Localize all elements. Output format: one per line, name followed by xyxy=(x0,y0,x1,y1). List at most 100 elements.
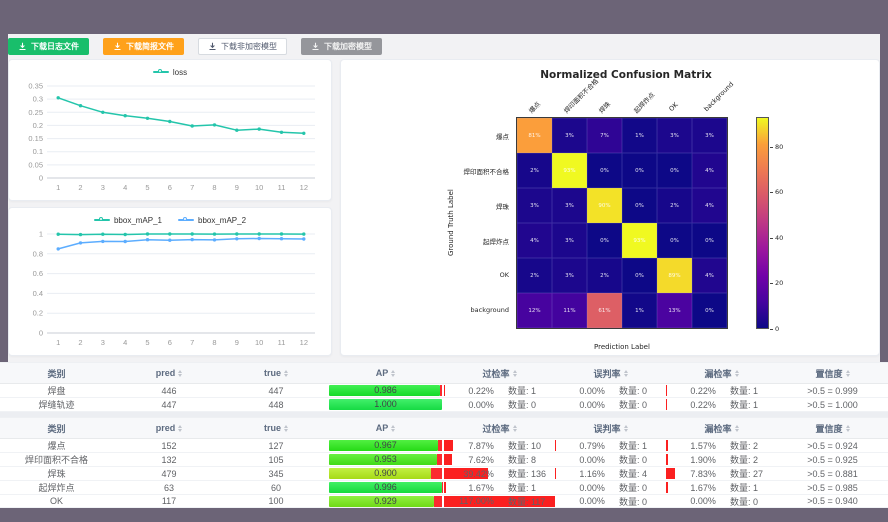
rate-cell: 0.00% 数量: 0 xyxy=(690,496,758,507)
class-metrics-table: 类别 pred true AP 过检率 误判率 漏检率 置信度 爆点 152 127 0.96… xyxy=(0,417,888,508)
matrix-cell: 4% xyxy=(692,188,727,223)
download-encrypted-model-button[interactable]: 下载加密模型 xyxy=(301,38,382,55)
ap-cell: 0.929 xyxy=(327,494,444,508)
column-header[interactable]: 误判率 xyxy=(555,417,666,439)
over-detection-cell: 7.87% 数量: 10 xyxy=(444,438,555,453)
column-header[interactable]: 置信度 xyxy=(777,417,888,439)
sort-icon[interactable] xyxy=(178,369,183,377)
legend-item-loss[interactable]: loss xyxy=(152,67,188,77)
matrix-cell: 4% xyxy=(692,153,727,188)
column-header[interactable]: 过检率 xyxy=(444,417,555,439)
sort-icon[interactable] xyxy=(284,424,288,432)
sort-icon[interactable] xyxy=(623,369,628,377)
misjudge-cell: 0.00% 数量: 0 xyxy=(555,397,666,412)
column-header[interactable]: 置信度 xyxy=(777,362,888,384)
svg-text:0.2: 0.2 xyxy=(33,309,43,318)
column-header-label: pred xyxy=(155,423,176,433)
svg-text:11: 11 xyxy=(278,338,286,347)
sort-icon[interactable] xyxy=(623,424,628,432)
sort-icon[interactable] xyxy=(178,424,183,432)
svg-text:0.15: 0.15 xyxy=(28,134,43,143)
rate-cell: 1.16% 数量: 4 xyxy=(555,468,666,479)
rate-cell: 0.00% 数量: 0 xyxy=(579,399,647,411)
column-header[interactable]: 漏检率 xyxy=(666,362,777,384)
svg-text:7: 7 xyxy=(190,338,194,347)
svg-text:0.1: 0.1 xyxy=(33,147,43,156)
table-row: 焊珠 479 345 0.900 39.42% 数量: 136 1.16% 数量: … xyxy=(0,466,888,481)
rate-cell: 1.57% 数量: 2 xyxy=(666,440,777,451)
toolbar: 下载日志文件 下载简报文件 下载非加密模型 下载加密模型 xyxy=(8,38,880,59)
column-header[interactable]: 漏检率 xyxy=(666,417,777,439)
legend-label: loss xyxy=(172,67,188,77)
column-header[interactable]: 过检率 xyxy=(444,362,555,384)
matrix-cell: 0% xyxy=(692,293,727,328)
sort-icon[interactable] xyxy=(512,369,517,377)
column-header[interactable]: pred xyxy=(113,362,225,384)
sort-icon[interactable] xyxy=(734,369,739,377)
matrix-row-label: background xyxy=(470,306,509,314)
confidence-cell: >0.5 = 0.985 xyxy=(777,480,888,495)
matrix-cell: 3% xyxy=(692,118,727,153)
over-detection-cell: 0.00% 数量: 0 xyxy=(444,397,555,412)
download-log-button[interactable]: 下载日志文件 xyxy=(8,38,89,55)
matrix-cell: 3% xyxy=(552,223,587,258)
table-row: 焊盘 446 447 0.986 0.22% 数量: 1 0.00% 数量: 0 0… xyxy=(0,383,888,398)
download-plain-model-button[interactable]: 下载非加密模型 xyxy=(198,38,287,55)
download-icon xyxy=(19,42,26,51)
ap-cell: 0.953 xyxy=(327,452,444,467)
metrics-tables-section: 类别 pred true AP 过检率 误判率 漏检率 置信度 焊盘 446 447 0.98… xyxy=(0,362,888,508)
matrix-cell: 2% xyxy=(517,258,552,293)
column-header[interactable]: 误判率 xyxy=(555,362,666,384)
sort-icon[interactable] xyxy=(512,424,517,432)
colorbar-tick-mark xyxy=(770,237,773,239)
column-header[interactable]: AP xyxy=(327,417,444,439)
column-header[interactable]: AP xyxy=(327,362,444,384)
confusion-matrix-title: Normalized Confusion Matrix xyxy=(540,69,712,81)
table-row: 焊缝轨迹 447 448 1.000 0.00% 数量: 0 0.00% 数量: 0… xyxy=(0,397,888,412)
column-header-label: 漏检率 xyxy=(704,423,732,434)
column-header-label: 置信度 xyxy=(815,423,843,434)
sort-icon[interactable] xyxy=(845,424,850,432)
download-report-button[interactable]: 下载简报文件 xyxy=(103,38,184,55)
matrix-cell: 0% xyxy=(587,153,622,188)
matrix-cell: 0% xyxy=(622,258,657,293)
legend-label: bbox_mAP_1 xyxy=(113,215,162,225)
legend-item-bbox_mAP_2[interactable]: bbox_mAP_2 xyxy=(178,216,246,225)
svg-text:8: 8 xyxy=(212,183,216,192)
svg-text:0.8: 0.8 xyxy=(33,249,43,258)
matrix-cell: 3% xyxy=(552,258,587,293)
sort-icon[interactable] xyxy=(391,424,396,432)
svg-text:0: 0 xyxy=(39,329,43,338)
matrix-column-label: background xyxy=(702,80,736,113)
matrix-cell: 81% xyxy=(517,118,552,153)
svg-text:6: 6 xyxy=(168,183,172,192)
colorbar-tick-mark xyxy=(770,283,773,285)
svg-text:9: 9 xyxy=(235,183,239,192)
column-header[interactable]: pred xyxy=(113,417,225,439)
column-header[interactable]: true xyxy=(225,417,327,439)
matrix-cell: 3% xyxy=(517,188,552,223)
rate-cell: 7.62% 数量: 8 xyxy=(444,454,555,465)
column-header[interactable]: true xyxy=(225,362,327,384)
pred-count-cell: 446 xyxy=(113,383,225,398)
sort-icon[interactable] xyxy=(734,424,739,432)
misjudge-cell: 0.00% 数量: 0 xyxy=(555,480,666,495)
over-detection-cell: 1.67% 数量: 1 xyxy=(444,480,555,495)
misjudge-cell: 0.00% 数量: 0 xyxy=(555,494,666,508)
svg-text:5: 5 xyxy=(145,338,149,347)
missed-cell: 0.00% 数量: 0 xyxy=(666,494,777,508)
column-header-label: AP xyxy=(375,368,389,378)
confusion-matrix-card: Normalized Confusion Matrix Ground Truth… xyxy=(340,59,880,356)
download-icon xyxy=(209,42,216,51)
left-chart-column: loss 0 0.05 0.1 0.15 0.2 0.25 0.3 0.35 1 2 3 4 5 6 7 8 9… xyxy=(8,59,332,356)
true-count-cell: 345 xyxy=(225,466,327,481)
sort-icon[interactable] xyxy=(391,369,396,377)
table-row: 起焊炸点 63 60 0.996 1.67% 数量: 1 0.00% 数量: 0 1… xyxy=(0,480,888,495)
legend-item-bbox_mAP_1[interactable]: bbox_mAP_1 xyxy=(93,215,162,225)
sort-icon[interactable] xyxy=(284,369,288,377)
matrix-cell: 0% xyxy=(622,153,657,188)
svg-text:0.3: 0.3 xyxy=(33,95,43,104)
class-name-cell: 起焊炸点 xyxy=(0,480,113,495)
sort-icon[interactable] xyxy=(845,369,850,377)
column-header-label: 误判率 xyxy=(593,423,621,434)
